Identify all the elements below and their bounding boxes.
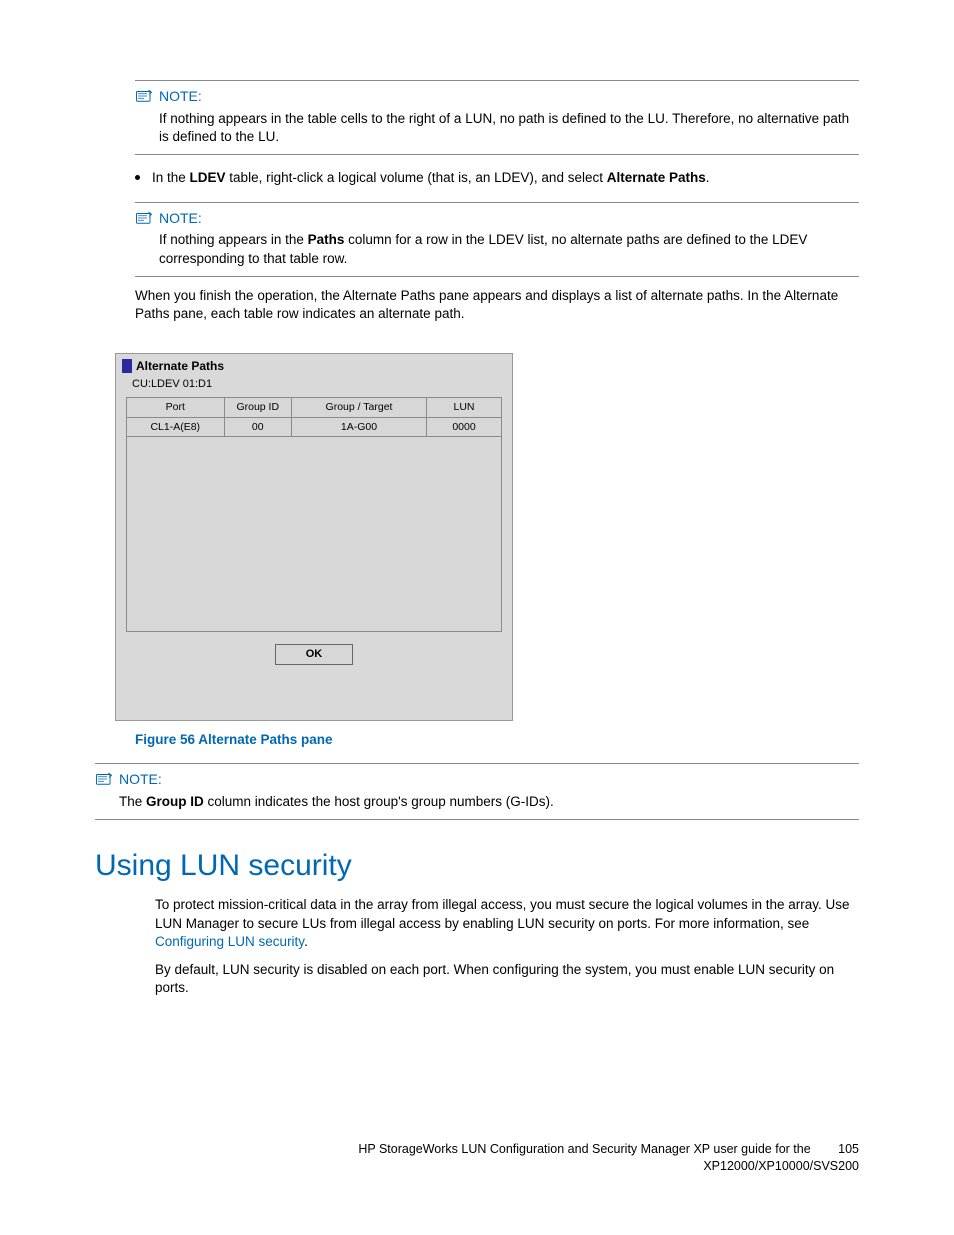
cell-group-id: 00 xyxy=(224,417,292,436)
sec-p1-pre: To protect mission-critical data in the … xyxy=(155,897,850,930)
note-label: NOTE: xyxy=(119,770,162,789)
bullet-mid: table, right-click a logical volume (tha… xyxy=(226,170,607,185)
page-number: 105 xyxy=(838,1141,859,1158)
alternate-paths-table: Port Group ID Group / Target LUN CL1-A(E… xyxy=(126,397,502,436)
table-empty-area xyxy=(126,437,502,632)
col-lun: LUN xyxy=(427,398,502,417)
note3-post: column indicates the host group's group … xyxy=(204,794,554,809)
note-block-2: NOTE: If nothing appears in the Paths co… xyxy=(135,202,859,277)
pane-subtitle: CU:LDEV 01:D1 xyxy=(116,375,512,398)
note2-bold: Paths xyxy=(308,232,345,247)
note3-bold: Group ID xyxy=(146,794,204,809)
footer-line-1: HP StorageWorks LUN Configuration and Se… xyxy=(358,1142,810,1156)
ok-button[interactable]: OK xyxy=(275,644,353,665)
cell-group-target: 1A-G00 xyxy=(292,417,427,436)
cell-lun: 0000 xyxy=(427,417,502,436)
note-block-3: NOTE: The Group ID column indicates the … xyxy=(95,763,859,820)
note-icon xyxy=(95,772,113,786)
note-header: NOTE: xyxy=(135,209,859,228)
note-header: NOTE: xyxy=(135,87,859,106)
pane-title-row: Alternate Paths xyxy=(116,354,512,374)
col-port: Port xyxy=(127,398,225,417)
bullet-pre: In the xyxy=(152,170,190,185)
note-label: NOTE: xyxy=(159,209,202,228)
note-icon xyxy=(135,89,153,103)
alternate-paths-pane: Alternate Paths CU:LDEV 01:D1 Port Group… xyxy=(115,353,513,720)
after-paragraph: When you finish the operation, the Alter… xyxy=(135,287,859,323)
note-label: NOTE: xyxy=(159,87,202,106)
pane-title: Alternate Paths xyxy=(136,358,224,374)
figure-caption: Figure 56 Alternate Paths pane xyxy=(135,731,859,749)
sec-p1-post: . xyxy=(304,934,308,949)
bullet-item: In the LDEV table, right-click a logical… xyxy=(135,169,859,187)
col-group-id: Group ID xyxy=(224,398,292,417)
cell-port: CL1-A(E8) xyxy=(127,417,225,436)
bullet-text: In the LDEV table, right-click a logical… xyxy=(152,169,710,187)
note-header: NOTE: xyxy=(95,770,859,789)
footer-line-2: XP12000/XP10000/SVS200 xyxy=(703,1159,859,1173)
page-footer: HP StorageWorks LUN Configuration and Se… xyxy=(95,1141,859,1175)
note-block-1: NOTE: If nothing appears in the table ce… xyxy=(135,80,859,155)
bullet-bold-ldev: LDEV xyxy=(190,170,226,185)
table-header-row: Port Group ID Group / Target LUN xyxy=(127,398,502,417)
pane-table-wrap: Port Group ID Group / Target LUN CL1-A(E… xyxy=(126,397,502,436)
note-body-2: If nothing appears in the Paths column f… xyxy=(159,231,859,267)
note2-pre: If nothing appears in the xyxy=(159,232,308,247)
pane-title-marker-icon xyxy=(122,359,132,373)
note-body-1: If nothing appears in the table cells to… xyxy=(159,110,859,146)
figure-alternate-paths: Alternate Paths CU:LDEV 01:D1 Port Group… xyxy=(115,353,859,748)
bullet-dot-icon xyxy=(135,175,140,180)
section-heading-using-lun-security: Using LUN security xyxy=(95,846,859,887)
note3-pre: The xyxy=(119,794,146,809)
ok-row: OK xyxy=(116,632,512,720)
note-icon xyxy=(135,211,153,225)
col-group-target: Group / Target xyxy=(292,398,427,417)
note-body-3: The Group ID column indicates the host g… xyxy=(119,793,859,811)
section-paragraph-1: To protect mission-critical data in the … xyxy=(155,896,859,951)
bullet-bold-altpaths: Alternate Paths xyxy=(607,170,706,185)
link-configuring-lun-security[interactable]: Configuring LUN security xyxy=(155,934,304,949)
bullet-post: . xyxy=(706,170,710,185)
section-paragraph-2: By default, LUN security is disabled on … xyxy=(155,961,859,997)
table-row[interactable]: CL1-A(E8) 00 1A-G00 0000 xyxy=(127,417,502,436)
